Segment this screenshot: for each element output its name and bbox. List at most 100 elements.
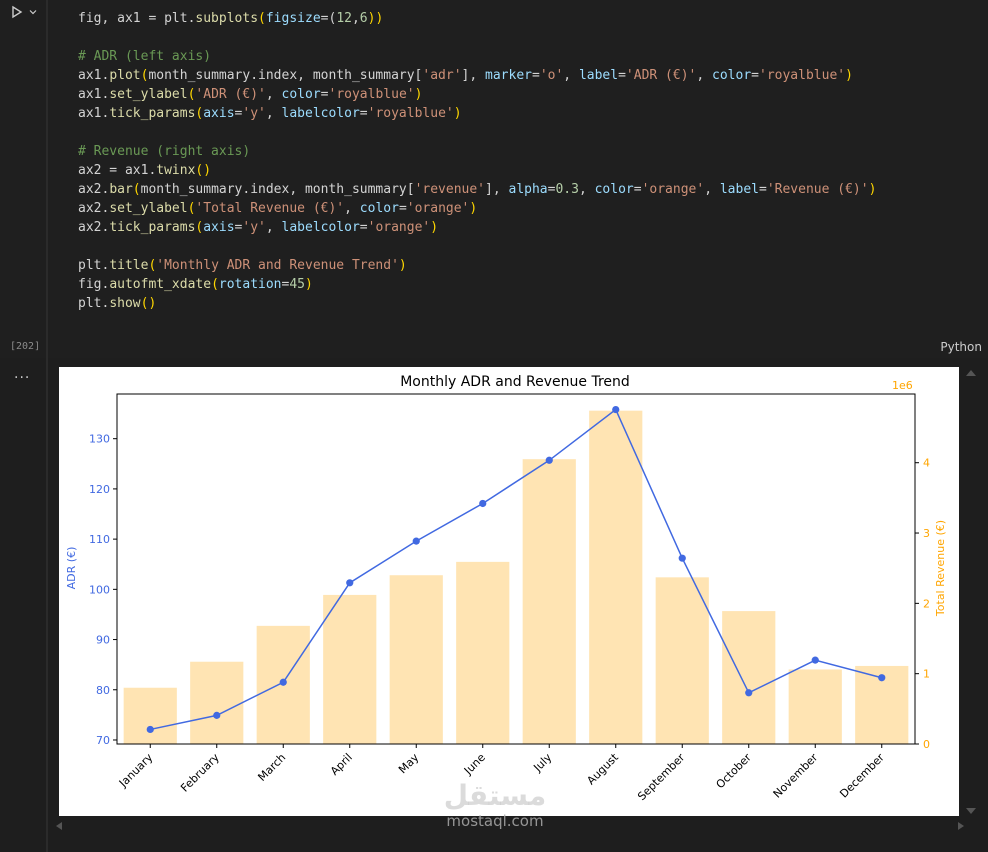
cell-language-label[interactable]: Python xyxy=(940,340,982,354)
code-token: = xyxy=(547,182,556,197)
code-token: ) xyxy=(305,277,313,292)
code-line[interactable]: fig, ax1 = plt.subplots(figsize=(12,6)) xyxy=(78,9,876,28)
code-token: ax2 = ax1. xyxy=(78,163,157,178)
code-token: autofmt_xdate xyxy=(109,277,212,292)
code-cell[interactable]: fig, ax1 = plt.subplots(figsize=(12,6)) … xyxy=(0,0,988,358)
right-axis-offset-label: 1e6 xyxy=(892,379,913,392)
code-token: set_ylabel xyxy=(109,87,188,102)
scroll-down-icon[interactable] xyxy=(966,808,976,814)
left-tick-label: 90 xyxy=(96,634,110,647)
code-token: , xyxy=(351,11,360,26)
right-tick-label: 0 xyxy=(923,738,930,751)
code-line[interactable] xyxy=(78,28,876,47)
code-token: ( xyxy=(140,68,149,83)
x-tick-label: November xyxy=(771,751,821,801)
x-tick-label: September xyxy=(635,751,688,804)
code-token: tick_params xyxy=(109,220,196,235)
code-token: , xyxy=(265,106,282,121)
code-token: = xyxy=(234,106,243,121)
code-token: ( xyxy=(211,277,219,292)
code-token: , xyxy=(704,182,720,197)
x-tick-label: June xyxy=(461,751,488,778)
x-tick-label: December xyxy=(837,751,887,801)
code-token: ( xyxy=(195,106,204,121)
code-line[interactable]: ax1.tick_params(axis='y', labelcolor='ro… xyxy=(78,104,876,123)
code-token: = xyxy=(281,277,290,292)
adr-point xyxy=(878,674,886,682)
code-token: 'Revenue (€)' xyxy=(766,182,869,197)
code-token: ) xyxy=(398,258,407,273)
code-token: figsize xyxy=(265,11,321,26)
run-cell-button[interactable] xyxy=(10,3,40,21)
code-token: = xyxy=(359,220,368,235)
code-token: ax2. xyxy=(78,220,110,235)
code-token: label xyxy=(578,68,619,83)
scroll-right-icon[interactable] xyxy=(958,822,964,830)
revenue-bar xyxy=(788,669,842,744)
code-token: axis xyxy=(203,106,235,121)
left-tick-label: 100 xyxy=(89,583,110,596)
code-token: )) xyxy=(367,11,384,26)
code-token: 45 xyxy=(289,277,305,292)
code-token: ( xyxy=(187,201,196,216)
code-line[interactable]: ax1.plot(month_summary.index, month_summ… xyxy=(78,66,876,85)
chevron-down-icon[interactable] xyxy=(28,7,38,17)
code-token: ax1. xyxy=(78,87,110,102)
right-tick-label: 1 xyxy=(923,668,930,681)
code-token: rotation xyxy=(218,277,282,292)
left-tick-label: 130 xyxy=(89,433,110,446)
code-token: = xyxy=(398,201,407,216)
code-token: 'revenue' xyxy=(414,182,486,197)
code-token: ) xyxy=(469,201,478,216)
code-token: 'orange' xyxy=(367,220,431,235)
x-tick-label: October xyxy=(714,751,755,792)
adr-point xyxy=(412,537,420,545)
code-token: 'orange' xyxy=(406,201,470,216)
revenue-bar xyxy=(722,611,776,744)
x-tick-label: August xyxy=(584,750,621,787)
code-line[interactable]: ax2.set_ylabel('Total Revenue (€)', colo… xyxy=(78,199,876,218)
scroll-up-icon[interactable] xyxy=(966,370,976,376)
cell-gutter xyxy=(46,0,48,358)
adr-point xyxy=(479,499,487,508)
code-editor[interactable]: fig, ax1 = plt.subplots(figsize=(12,6)) … xyxy=(78,9,876,313)
code-token: 6 xyxy=(359,11,368,26)
code-line[interactable]: plt.show() xyxy=(78,294,876,313)
left-tick-label: 110 xyxy=(89,533,110,546)
code-token: = xyxy=(633,182,642,197)
code-token: = xyxy=(759,182,767,197)
code-token: labelcolor xyxy=(281,106,360,121)
code-line[interactable]: # ADR (left axis) xyxy=(78,47,876,66)
adr-point xyxy=(279,678,287,686)
code-token: color xyxy=(712,68,752,83)
code-line[interactable]: ax2 = ax1.twinx() xyxy=(78,161,876,180)
adr-point xyxy=(811,656,819,664)
code-token: ax1. xyxy=(78,68,110,83)
left-tick-label: 70 xyxy=(96,734,110,747)
code-line[interactable] xyxy=(78,123,876,142)
adr-point xyxy=(545,456,553,464)
code-token: () xyxy=(195,163,212,178)
adr-point xyxy=(612,405,620,414)
right-tick-label: 4 xyxy=(923,457,930,470)
output-more-icon[interactable]: ... xyxy=(14,366,31,382)
code-line[interactable]: ax1.set_ylabel('ADR (€)', color='royalbl… xyxy=(78,85,876,104)
revenue-bar xyxy=(522,459,576,744)
code-token: = xyxy=(531,68,540,83)
code-line[interactable]: ax2.bar(month_summary.index, month_summa… xyxy=(78,180,876,199)
code-line[interactable]: # Revenue (right axis) xyxy=(78,142,876,161)
scroll-left-icon[interactable] xyxy=(56,822,62,830)
code-line[interactable]: ax2.tick_params(axis='y', labelcolor='or… xyxy=(78,218,876,237)
code-line[interactable] xyxy=(78,237,876,256)
code-token: = xyxy=(320,87,329,102)
chart-title: Monthly ADR and Revenue Trend xyxy=(400,374,630,390)
revenue-bar xyxy=(389,575,443,744)
watermark-arabic: مستقل xyxy=(443,779,547,812)
code-token: 'ADR (€)' xyxy=(195,87,266,102)
code-token: color xyxy=(594,182,634,197)
adr-point xyxy=(213,711,221,719)
code-line[interactable]: plt.title('Monthly ADR and Revenue Trend… xyxy=(78,256,876,275)
code-line[interactable]: fig.autofmt_xdate(rotation=45) xyxy=(78,275,876,294)
revenue-bar xyxy=(323,594,377,744)
code-token: 'y' xyxy=(242,106,266,121)
